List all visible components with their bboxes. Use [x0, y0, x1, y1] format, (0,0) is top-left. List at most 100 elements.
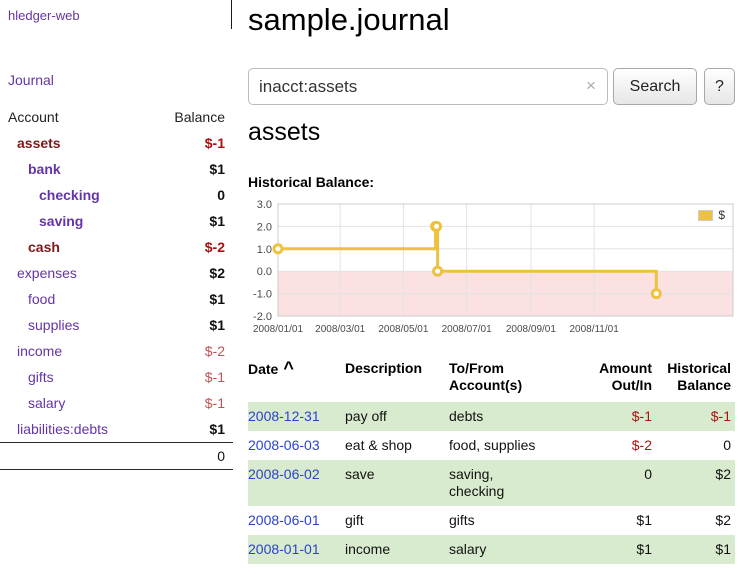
account-balance: $-1 [204, 369, 225, 385]
account-link-bank[interactable]: bank [28, 161, 61, 177]
register-header-amount: Amount Out/In [599, 360, 652, 393]
account-row: food $1 [0, 286, 233, 312]
transaction-date-link[interactable]: 2008-06-01 [248, 512, 320, 528]
svg-text:0.0: 0.0 [257, 266, 272, 278]
account-link-food[interactable]: food [28, 291, 56, 307]
svg-text:2008/01/01: 2008/01/01 [253, 324, 303, 335]
account-row: liabilities:debts $1 [0, 416, 233, 443]
transaction-date-link[interactable]: 2008-12-31 [248, 408, 320, 424]
account-link-expenses[interactable]: expenses [17, 265, 77, 281]
account-link-assets[interactable]: assets [17, 135, 61, 151]
transaction-description: eat & shop [345, 437, 412, 453]
svg-text:2008/05/01: 2008/05/01 [378, 324, 428, 335]
accounts-header-row: Account Balance [0, 104, 233, 130]
svg-text:2.0: 2.0 [257, 221, 272, 233]
search-bar: × Search ? [248, 68, 735, 106]
account-link-liabilities-debts[interactable]: liabilities:debts [17, 421, 109, 437]
help-button[interactable]: ? [704, 68, 735, 105]
transaction-description: income [345, 541, 391, 557]
register-row: 2008-01-01 income salary $1 $1 [248, 535, 735, 564]
svg-text:-2.0: -2.0 [253, 311, 272, 323]
search-input[interactable] [248, 68, 608, 105]
svg-text:-1.0: -1.0 [253, 289, 272, 301]
transaction-accounts: salary [449, 541, 487, 557]
transaction-description: save [345, 466, 375, 482]
main-content: sample.journal × Search ? assets Histori… [248, 0, 735, 582]
transaction-balance: $2 [715, 466, 731, 482]
accounts-table: Account Balance assets $-1 bank $1 check… [0, 104, 233, 470]
account-heading: assets [248, 118, 321, 146]
account-row: supplies $1 [0, 312, 233, 338]
account-row: bank $1 [0, 156, 233, 182]
register-row: 2008-12-31 pay off debts $-1 $-1 [248, 402, 735, 431]
accounts-total-row: 0 [0, 442, 233, 470]
transaction-accounts: debts [449, 408, 484, 424]
transaction-date-link[interactable]: 2008-06-03 [248, 437, 320, 453]
accounts-header-account: Account [8, 109, 59, 125]
clear-search-icon[interactable]: × [586, 76, 596, 95]
accounts-header-balance: Balance [174, 109, 225, 125]
account-link-supplies[interactable]: supplies [28, 317, 80, 333]
sort-ascending-icon: ^ [283, 358, 294, 378]
register-header-row: Date ^ Description To/From Account(s) Amo… [248, 358, 735, 402]
balance-chart: 3.0 2.0 1.0 0.0 -1.0 -2.0 2008/01/01 2008/03/01… [248, 198, 735, 346]
search-button[interactable]: Search [613, 68, 697, 105]
transaction-amount: $1 [636, 541, 652, 557]
transaction-amount: $-2 [631, 437, 652, 453]
transaction-amount: $-1 [631, 408, 652, 424]
chart-heading: Historical Balance: [248, 174, 375, 190]
account-balance: $-2 [204, 343, 225, 359]
register-header-description: Description [345, 360, 423, 376]
svg-text:1.0: 1.0 [257, 244, 272, 256]
account-link-cash[interactable]: cash [28, 239, 60, 255]
transaction-accounts: food, supplies [449, 437, 536, 453]
account-link-gifts[interactable]: gifts [28, 369, 54, 385]
svg-text:2008/11/01: 2008/11/01 [569, 324, 619, 335]
account-row: cash $-2 [0, 234, 233, 260]
account-balance: $-1 [204, 395, 225, 411]
register-header-accounts: To/From Account(s) [449, 360, 523, 393]
transaction-description: gift [345, 512, 364, 528]
account-link-salary[interactable]: salary [28, 395, 66, 411]
account-balance: $1 [209, 421, 225, 437]
brand-link[interactable]: hledger-web [8, 8, 80, 23]
transaction-date-link[interactable]: 2008-01-01 [248, 541, 320, 557]
transaction-accounts: saving, checking [449, 466, 505, 499]
account-balance: $2 [209, 265, 225, 281]
chart-legend: $ [695, 207, 728, 223]
transaction-description: pay off [345, 408, 387, 424]
account-balance: $1 [209, 161, 225, 177]
transaction-accounts: gifts [449, 512, 475, 528]
transaction-balance: $1 [715, 541, 731, 557]
svg-text:2008/09/01: 2008/09/01 [506, 324, 556, 335]
account-row: assets $-1 [0, 130, 233, 156]
register-table: Date ^ Description To/From Account(s) Amo… [248, 358, 735, 564]
account-row: checking 0 [0, 182, 233, 208]
account-balance: $1 [209, 213, 225, 229]
account-link-checking[interactable]: checking [39, 187, 100, 203]
register-header-date-label: Date [248, 361, 279, 377]
svg-text:2008/03/01: 2008/03/01 [315, 324, 365, 335]
account-balance: $-2 [204, 239, 225, 255]
transaction-date-link[interactable]: 2008-06-02 [248, 466, 320, 482]
account-row: income $-2 [0, 338, 233, 364]
transaction-balance: $2 [715, 512, 731, 528]
transaction-amount: $1 [636, 512, 652, 528]
account-row: salary $-1 [0, 390, 233, 416]
transaction-balance: $-1 [710, 408, 731, 424]
account-link-saving[interactable]: saving [39, 213, 84, 229]
account-row: expenses $2 [0, 260, 233, 286]
account-balance: 0 [217, 187, 225, 203]
sidebar-item-journal[interactable]: Journal [8, 72, 54, 88]
register-row: 2008-06-02 save saving, checking 0 $2 [248, 460, 735, 506]
register-header-date[interactable]: Date ^ [248, 358, 345, 402]
account-row: gifts $-1 [0, 364, 233, 390]
register-row: 2008-06-01 gift gifts $1 $2 [248, 506, 735, 535]
page-title: sample.journal [248, 2, 450, 37]
account-link-income[interactable]: income [17, 343, 63, 359]
transaction-amount: 0 [644, 466, 652, 482]
divider [231, 0, 232, 29]
svg-text:3.0: 3.0 [257, 199, 272, 211]
account-row: saving $1 [0, 208, 233, 234]
